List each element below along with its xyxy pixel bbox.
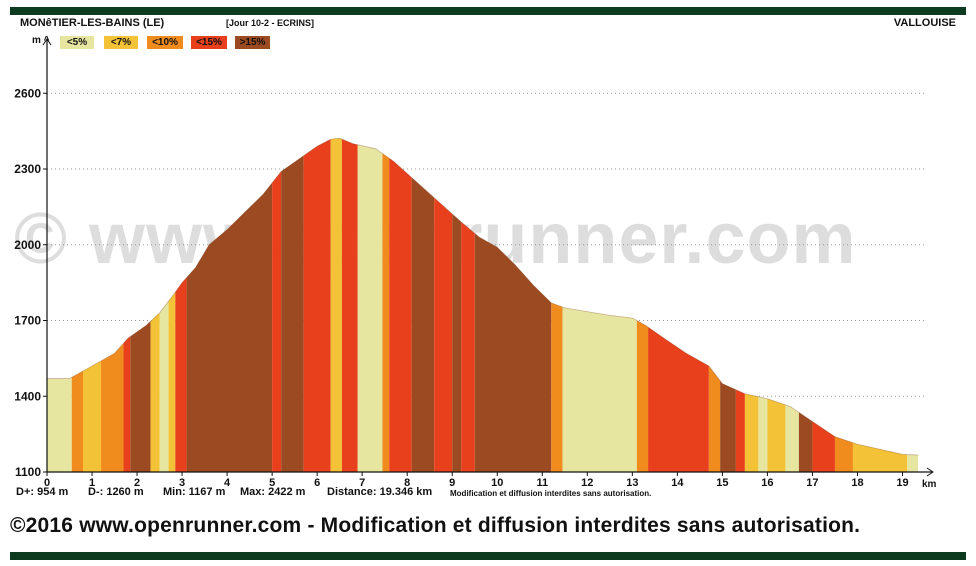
gradient-band (758, 138, 768, 472)
gradient-band (330, 138, 342, 472)
gradient-bands (47, 138, 919, 472)
gradient-band (123, 138, 131, 472)
gradient-band (708, 138, 721, 472)
gradient-band (852, 138, 907, 472)
gradient-band (474, 138, 552, 472)
x-tick-label: 2 (134, 477, 140, 489)
copyright-footer: ©2016 www.openrunner.com - Modification … (10, 514, 861, 537)
gradient-band (785, 138, 799, 472)
gradient-band (434, 138, 453, 472)
gradient-band (130, 138, 151, 472)
x-tick-label: 14 (671, 477, 684, 489)
legend-item: <5% (60, 36, 94, 49)
gradient-band (720, 138, 736, 472)
gradient-band (382, 138, 390, 472)
gradient-band (744, 138, 759, 472)
elevation-line (47, 137, 919, 456)
gradient-band (168, 138, 176, 472)
gradient-band (341, 138, 358, 472)
stat-distance: Distance: 19.346 km (327, 486, 433, 498)
legend-item: >15% (235, 36, 270, 49)
x-tick-label: 13 (626, 477, 638, 489)
stat-dminus: D-: 1260 m (88, 486, 144, 498)
bottom-border (10, 552, 966, 560)
gradient-band (834, 138, 853, 472)
x-tick-label: 8 (404, 477, 410, 489)
y-tick-label: 1100 (15, 465, 41, 479)
gradient-band (906, 138, 919, 472)
stat-max: Max: 2422 m (240, 486, 306, 498)
legend-item: <10% (147, 36, 183, 49)
x-tick-label: 18 (851, 477, 863, 489)
gradient-band (303, 138, 331, 472)
x-tick-label: 7 (359, 477, 365, 489)
x-tick-label: 0 (44, 477, 50, 489)
stage-label: [Jour 10-2 - ECRINS] (226, 18, 315, 28)
stat-min: Min: 1167 m (163, 486, 226, 498)
gradient-band (411, 138, 435, 472)
gradient-band (812, 138, 835, 472)
gradient-band (150, 138, 160, 472)
x-tick-label: 16 (761, 477, 773, 489)
gradient-band (389, 138, 412, 472)
x-tick-label: 15 (716, 477, 728, 489)
top-border (10, 7, 966, 15)
y-tick-label: 2000 (14, 238, 41, 252)
gradient-band (648, 138, 709, 472)
gradient-band (47, 138, 72, 472)
gradient-band (281, 138, 304, 472)
stat-dplus: D+: 954 m (16, 486, 69, 498)
x-tick-label: 4 (224, 477, 231, 489)
x-axis-arrow (926, 467, 934, 477)
x-tick-label: 10 (491, 477, 503, 489)
x-tick-label: 12 (581, 477, 593, 489)
gradient-band (735, 138, 745, 472)
y-tick-label: 2300 (14, 162, 41, 176)
x-tick-label: 19 (896, 477, 908, 489)
x-axis-label: km (922, 479, 937, 490)
x-tick-label: 17 (806, 477, 818, 489)
gradient-band (272, 138, 282, 472)
y-axis-arrow (42, 38, 52, 46)
y-axis-label: m ^ (32, 35, 50, 46)
gradient-band (101, 138, 124, 472)
x-tick-label: 1 (89, 477, 95, 489)
legend-item: <15% (191, 36, 227, 49)
x-tick-label: 5 (269, 477, 275, 489)
gradient-band (159, 138, 169, 472)
gradient-band (551, 138, 563, 472)
end-location: VALLOUISE (893, 17, 956, 29)
gradient-band (636, 138, 649, 472)
x-tick-label: 3 (179, 477, 185, 489)
start-location: MONêTIER-LES-BAINS (LE) (20, 17, 165, 29)
y-tick-label: 1400 (14, 389, 41, 403)
y-tick-label: 1700 (14, 314, 41, 328)
gradient-band (798, 138, 813, 472)
x-tick-label: 6 (314, 477, 320, 489)
gradient-band (71, 138, 84, 472)
legend-item: <7% (104, 36, 138, 49)
gradient-band (357, 138, 383, 472)
gradient-band (452, 138, 462, 472)
gradient-band (83, 138, 102, 472)
x-tick-label: 11 (536, 477, 548, 489)
gradient-band (767, 138, 786, 472)
gradient-band (175, 138, 187, 472)
x-tick-label: 9 (449, 477, 455, 489)
gradient-band (562, 138, 637, 472)
gradient-band (186, 138, 273, 472)
gradient-band (461, 138, 475, 472)
stat-notice: Modification et diffusion interdites san… (450, 489, 652, 498)
y-tick-label: 2600 (14, 86, 41, 100)
